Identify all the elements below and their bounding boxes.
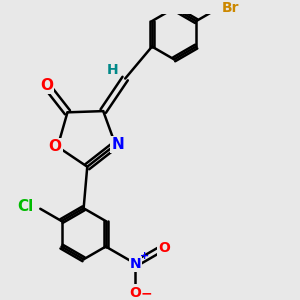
Text: Cl: Cl [17, 199, 33, 214]
Text: −: − [140, 286, 152, 300]
Text: Br: Br [222, 1, 239, 15]
Text: O: O [40, 78, 53, 93]
Text: O: O [158, 241, 170, 255]
Text: O: O [49, 139, 62, 154]
Text: +: + [140, 251, 149, 261]
Text: N: N [112, 137, 124, 152]
Text: H: H [107, 63, 119, 77]
Text: N: N [130, 257, 141, 271]
Text: O: O [130, 286, 141, 300]
